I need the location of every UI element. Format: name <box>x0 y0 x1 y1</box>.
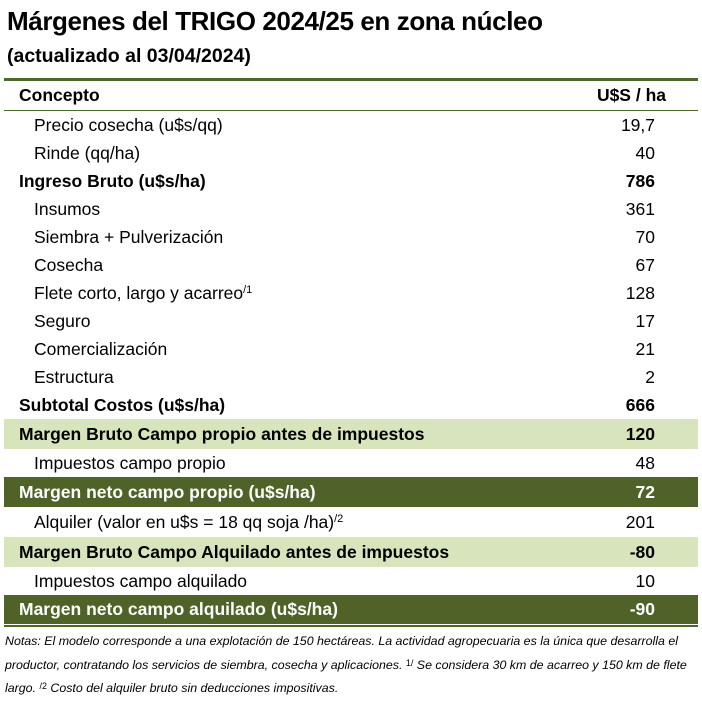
table-row: Siembra + Pulverización 70 <box>4 223 698 251</box>
row-label: Ingreso Bruto (u$s/ha) <box>19 170 206 191</box>
footnote-marker: /2 <box>39 681 47 691</box>
row-value: 786 <box>625 170 655 191</box>
footnotes: Notas: El modelo corresponde a una explo… <box>5 630 695 701</box>
footnote-marker: 1/ <box>405 657 414 668</box>
page-title: Márgenes del TRIGO 2024/25 en zona núcle… <box>7 6 543 36</box>
row-value: 2 <box>645 366 655 387</box>
row-value: 201 <box>625 511 655 532</box>
row-value: -90 <box>629 599 655 619</box>
table-row: Precio cosecha (u$s/qq) 19,7 <box>4 111 698 139</box>
row-label: Cosecha <box>34 254 104 275</box>
table-row: Insumos 361 <box>4 195 698 223</box>
row-value: 128 <box>625 282 655 303</box>
row-value: 10 <box>635 570 655 591</box>
table-row: Flete corto, largo y acarreo/1 128 <box>4 279 698 307</box>
row-value: 70 <box>635 226 655 247</box>
row-value: 666 <box>625 394 655 415</box>
footnote-marker: /2 <box>334 513 344 525</box>
footnote-text: Se considera 30 km de acarreo y 150 km d… <box>5 657 687 696</box>
table-header: Concepto U$S / ha <box>4 81 698 111</box>
row-label-text: Alquiler (valor en u$s = 18 qq soja /ha) <box>34 511 335 532</box>
page-subtitle: (actualizado al 03/04/2024) <box>7 45 251 67</box>
table-row-net: Margen neto campo propio (u$s/ha) 72 <box>4 477 698 507</box>
footnote-text: Notas: El modelo corresponde a una explo… <box>5 634 678 672</box>
row-value: -80 <box>629 541 655 562</box>
row-label: Subtotal Costos (u$s/ha) <box>19 394 226 415</box>
table-row: Cosecha 67 <box>4 251 698 279</box>
table-row-highlight: Margen Bruto Campo propio antes de impue… <box>4 419 698 449</box>
row-label-text: Flete corto, largo y acarreo <box>34 282 244 303</box>
table-row: Estructura 2 <box>4 363 698 391</box>
row-label: Estructura <box>34 366 114 387</box>
table-row: Seguro 17 <box>4 307 698 335</box>
row-value: 48 <box>635 452 655 473</box>
row-label: Insumos <box>34 198 101 219</box>
table-row: Rinde (qq/ha) 40 <box>4 139 698 167</box>
row-value: 120 <box>625 423 655 444</box>
header-unit: U$S / ha <box>596 85 666 105</box>
row-value: 72 <box>635 481 655 502</box>
table-row: Impuestos campo propio 48 <box>4 449 698 477</box>
row-label: Margen Bruto Campo Alquilado antes de im… <box>19 541 450 562</box>
table-row-total: Ingreso Bruto (u$s/ha) 786 <box>4 167 698 195</box>
row-label: Flete corto, largo y acarreo/1 <box>34 279 252 307</box>
row-label: Impuestos campo propio <box>34 452 226 473</box>
row-value: 67 <box>635 254 655 275</box>
row-value: 40 <box>635 142 655 163</box>
table-row: Alquiler (valor en u$s = 18 qq soja /ha)… <box>4 507 698 537</box>
row-value: 17 <box>635 310 655 331</box>
row-value: 21 <box>635 338 655 359</box>
row-label: Precio cosecha (u$s/qq) <box>34 114 223 135</box>
row-label: Margen neto campo alquilado (u$s/ha) <box>19 599 338 619</box>
table-row-net: Margen neto campo alquilado (u$s/ha) -90 <box>4 595 698 624</box>
row-label: Comercialización <box>34 338 168 359</box>
row-value: 361 <box>625 198 655 219</box>
margins-table: Concepto U$S / ha Precio cosecha (u$s/qq… <box>4 81 698 624</box>
row-label: Seguro <box>34 310 91 331</box>
table-row: Impuestos campo alquilado 10 <box>4 567 698 595</box>
row-label: Rinde (qq/ha) <box>34 142 141 163</box>
table-row-total: Subtotal Costos (u$s/ha) 666 <box>4 391 698 419</box>
top-rule <box>4 78 698 81</box>
row-label: Margen Bruto Campo propio antes de impue… <box>19 423 425 444</box>
table-row-highlight: Margen Bruto Campo Alquilado antes de im… <box>4 537 698 567</box>
row-label: Margen neto campo propio (u$s/ha) <box>19 481 316 502</box>
table-row: Comercialización 21 <box>4 335 698 363</box>
header-concept: Concepto <box>19 85 100 105</box>
row-label: Impuestos campo alquilado <box>34 570 248 591</box>
footnote-marker: /1 <box>243 284 253 296</box>
row-label: Alquiler (valor en u$s = 18 qq soja /ha)… <box>34 507 343 537</box>
row-label: Siembra + Pulverización <box>34 226 224 247</box>
bottom-rule <box>4 625 698 627</box>
footnote-text: Costo del alquiler bruto sin deducciones… <box>46 681 339 695</box>
row-value: 19,7 <box>620 114 655 135</box>
